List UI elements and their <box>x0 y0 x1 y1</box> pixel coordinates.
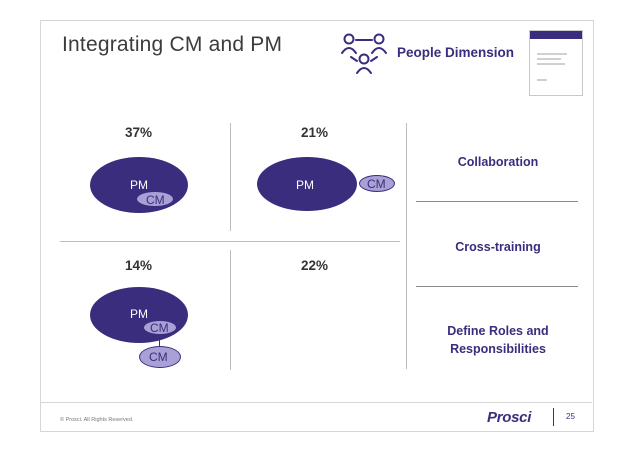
people-network-icon <box>341 33 387 74</box>
quadrant-2-percent: 21% <box>301 125 329 140</box>
practice-divider-2 <box>416 286 578 287</box>
slide-title: Integrating CM and PM <box>62 33 283 56</box>
section-divider <box>406 123 407 369</box>
quadrant-1-pm-label: PM <box>130 178 148 192</box>
prosci-logo: Prosci <box>487 409 532 426</box>
quadrant-3-cm-label-inner: CM <box>150 321 169 335</box>
quadrant-3-pm-ellipse <box>90 287 188 343</box>
page-number: 25 <box>566 412 575 421</box>
quadrant-1-cm-label: CM <box>146 193 165 207</box>
quadrant-divider-horizontal <box>60 241 400 242</box>
quadrant-1-cm-ellipse <box>136 191 174 207</box>
copyright-text: © Prosci. All Rights Reserved. <box>60 417 134 423</box>
quadrant-3-cm-label-outer: CM <box>149 350 168 364</box>
logo-separator <box>553 408 554 426</box>
quadrant-2-cm-label: CM <box>367 177 386 191</box>
quadrant-2-cm-ellipse <box>359 175 395 192</box>
quadrant-2-pm-ellipse <box>257 157 357 211</box>
slide-frame <box>40 20 594 432</box>
footer-divider <box>40 402 592 403</box>
quadrant-3-cm-ellipse-outer <box>139 346 181 368</box>
quadrant-divider-vertical-bottom <box>230 250 231 370</box>
quadrant-3-cm-ellipse-inner <box>143 320 177 335</box>
quadrant-1-percent: 37% <box>125 125 153 140</box>
practice-collaboration: Collaboration <box>457 155 539 169</box>
quadrant-divider-vertical-top <box>230 123 231 231</box>
quadrant-3-pm-label: PM <box>130 307 148 321</box>
document-thumbnail-icon <box>529 30 583 96</box>
practice-divider-1 <box>416 201 578 202</box>
practice-cross-training: Cross-training <box>455 240 541 254</box>
quadrant-3-percent: 14% <box>125 258 153 273</box>
people-dimension-label: People Dimension <box>397 45 515 60</box>
quadrant-4-percent: 22% <box>301 258 329 273</box>
practice-define-roles: Define Roles and Responsibilities <box>447 324 549 356</box>
quadrant-2-pm-label: PM <box>296 178 314 192</box>
quadrant-3-connector <box>159 335 160 347</box>
